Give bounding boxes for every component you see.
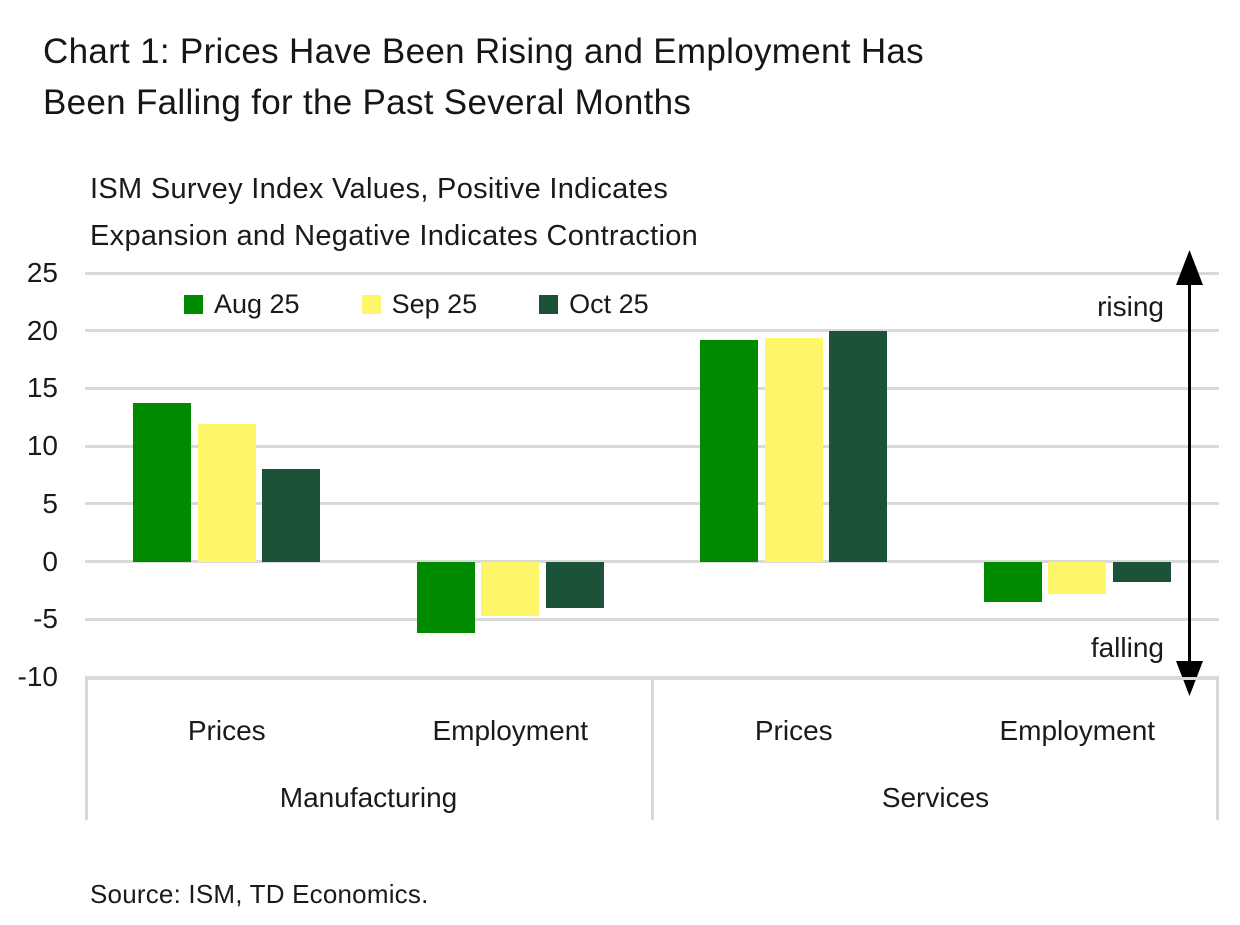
gridline-5 (85, 502, 1219, 506)
y-tick-label-0: 0 (42, 545, 58, 577)
gridline--5 (85, 617, 1219, 621)
y-tick-label-5: 5 (42, 487, 58, 519)
legend-swatch-icon (184, 295, 203, 314)
legend-swatch-icon (361, 295, 381, 314)
gridline-0 (85, 560, 1219, 564)
bar-oct-25-services-employment (1112, 561, 1171, 583)
rising-falling-arrow-icon (1176, 250, 1203, 696)
y-tick-label--5: -5 (33, 603, 58, 635)
gridline-10 (85, 444, 1219, 448)
category-axis-band: Prices Employment Manufacturing Prices Emplo… (85, 677, 1219, 820)
legend-label: Oct 25 (569, 289, 649, 319)
bar-sep-25-manufacturing-prices (197, 424, 256, 562)
chart-subtitle-line-2: Expansion and Negative Indicates Contrac… (90, 220, 699, 252)
bar-sep-25-manufacturing-employment (481, 561, 540, 616)
group-label-manufacturing: Manufacturing (279, 782, 458, 813)
group-label-services: Services (881, 782, 990, 813)
falling-label: falling (1090, 632, 1164, 663)
group-divider (650, 680, 654, 820)
chart-title: Chart 1: Prices Have Been Rising and Emp… (43, 26, 924, 128)
category-label-services-employment: Employment (999, 715, 1156, 746)
y-tick-label-25: 25 (26, 257, 58, 288)
bar-oct-25-manufacturing-employment (545, 561, 604, 608)
bar-oct-25-manufacturing-prices (262, 469, 321, 562)
legend-label: Sep 25 (391, 289, 478, 319)
legend-item-oct-25: Oct 25 (539, 289, 649, 320)
gridline-15 (85, 386, 1219, 390)
legend: Aug 25 Sep 25 Oct 25 (184, 289, 649, 320)
chart-subtitle-line-1: ISM Survey Index Values, Positive Indica… (90, 173, 669, 205)
bar-sep-25-services-prices (764, 337, 823, 562)
legend-swatch-icon (539, 295, 559, 314)
legend-label: Aug 25 (214, 289, 300, 319)
category-label-manufacturing-prices: Prices (187, 715, 266, 746)
bar-aug-25-manufacturing-employment (416, 561, 475, 634)
bar-aug-25-services-prices (700, 339, 759, 562)
source-note: Source: ISM, TD Economics. (90, 879, 429, 909)
category-label-manufacturing-employment: Employment (432, 715, 589, 746)
y-tick-label-20: 20 (26, 314, 58, 346)
chart-title-line-2: Been Falling for the Past Several Months (43, 83, 692, 122)
y-tick-label-15: 15 (26, 372, 58, 404)
rising-label: rising (1097, 291, 1164, 322)
gridline-25 (85, 271, 1219, 275)
y-tick-label--10: -10 (17, 661, 58, 692)
legend-item-sep-25: Sep 25 (361, 289, 478, 320)
category-label-services-prices: Prices (754, 715, 833, 746)
gridline-20 (85, 329, 1219, 333)
chart-title-line-1: Chart 1: Prices Have Been Rising and Emp… (43, 32, 924, 71)
chart-subtitle: ISM Survey Index Values, Positive Indica… (90, 166, 698, 260)
bar-sep-25-services-employment (1048, 561, 1107, 594)
bar-aug-25-services-employment (983, 561, 1042, 602)
legend-item-aug-25: Aug 25 (184, 289, 300, 320)
y-tick-label-10: 10 (26, 430, 58, 462)
bar-aug-25-manufacturing-prices (133, 403, 192, 562)
bar-oct-25-services-prices (829, 330, 888, 562)
